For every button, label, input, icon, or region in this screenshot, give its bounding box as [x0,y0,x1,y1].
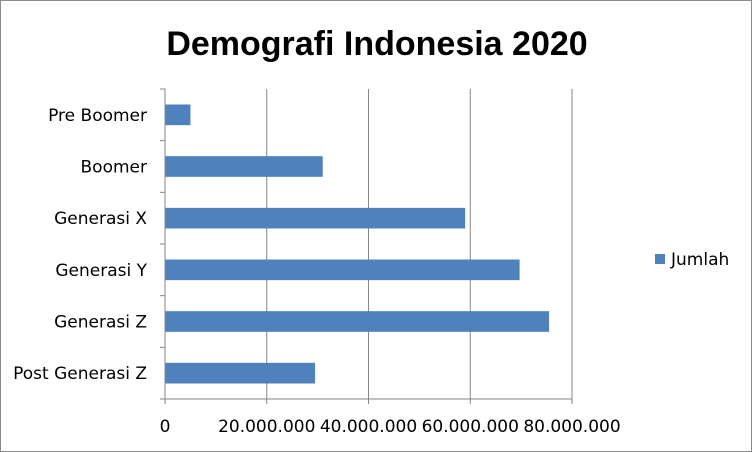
legend-swatch [655,254,665,264]
bar-4 [165,311,550,332]
x-tick-label-0: 0 [160,417,171,437]
category-label-2: Generasi X [54,209,147,229]
chart-title: Demografi Indonesia 2020 [166,25,587,63]
bar-0 [165,104,191,126]
category-label-5: Post Generasi Z [13,364,147,384]
gridlines [266,89,573,399]
x-tick-label-4: 80.000.000 [523,417,620,437]
legend-label: Jumlah [670,250,729,270]
bar-5 [165,362,316,384]
bar-2 [165,207,466,229]
category-label-3: Generasi Y [55,261,147,281]
bar-1 [165,156,323,177]
x-tick-label-3: 60.000.000 [422,417,519,437]
axes [160,88,573,404]
x-tick-label-1: 20.000.000 [218,417,315,437]
bars [165,104,550,384]
category-label-0: Pre Boomer [48,106,147,126]
x-tick-label-2: 40.000.000 [320,417,417,437]
category-label-1: Boomer [81,158,147,178]
legend: Jumlah [655,250,729,270]
category-labels: Pre Boomer Boomer Generasi X Generasi Y Gene… [13,106,147,384]
tick-labels: 0 20.000.000 40.000.000 60.000.000 80.000.00… [160,417,621,437]
bar-3 [165,259,520,281]
category-label-4: Generasi Z [54,313,147,333]
